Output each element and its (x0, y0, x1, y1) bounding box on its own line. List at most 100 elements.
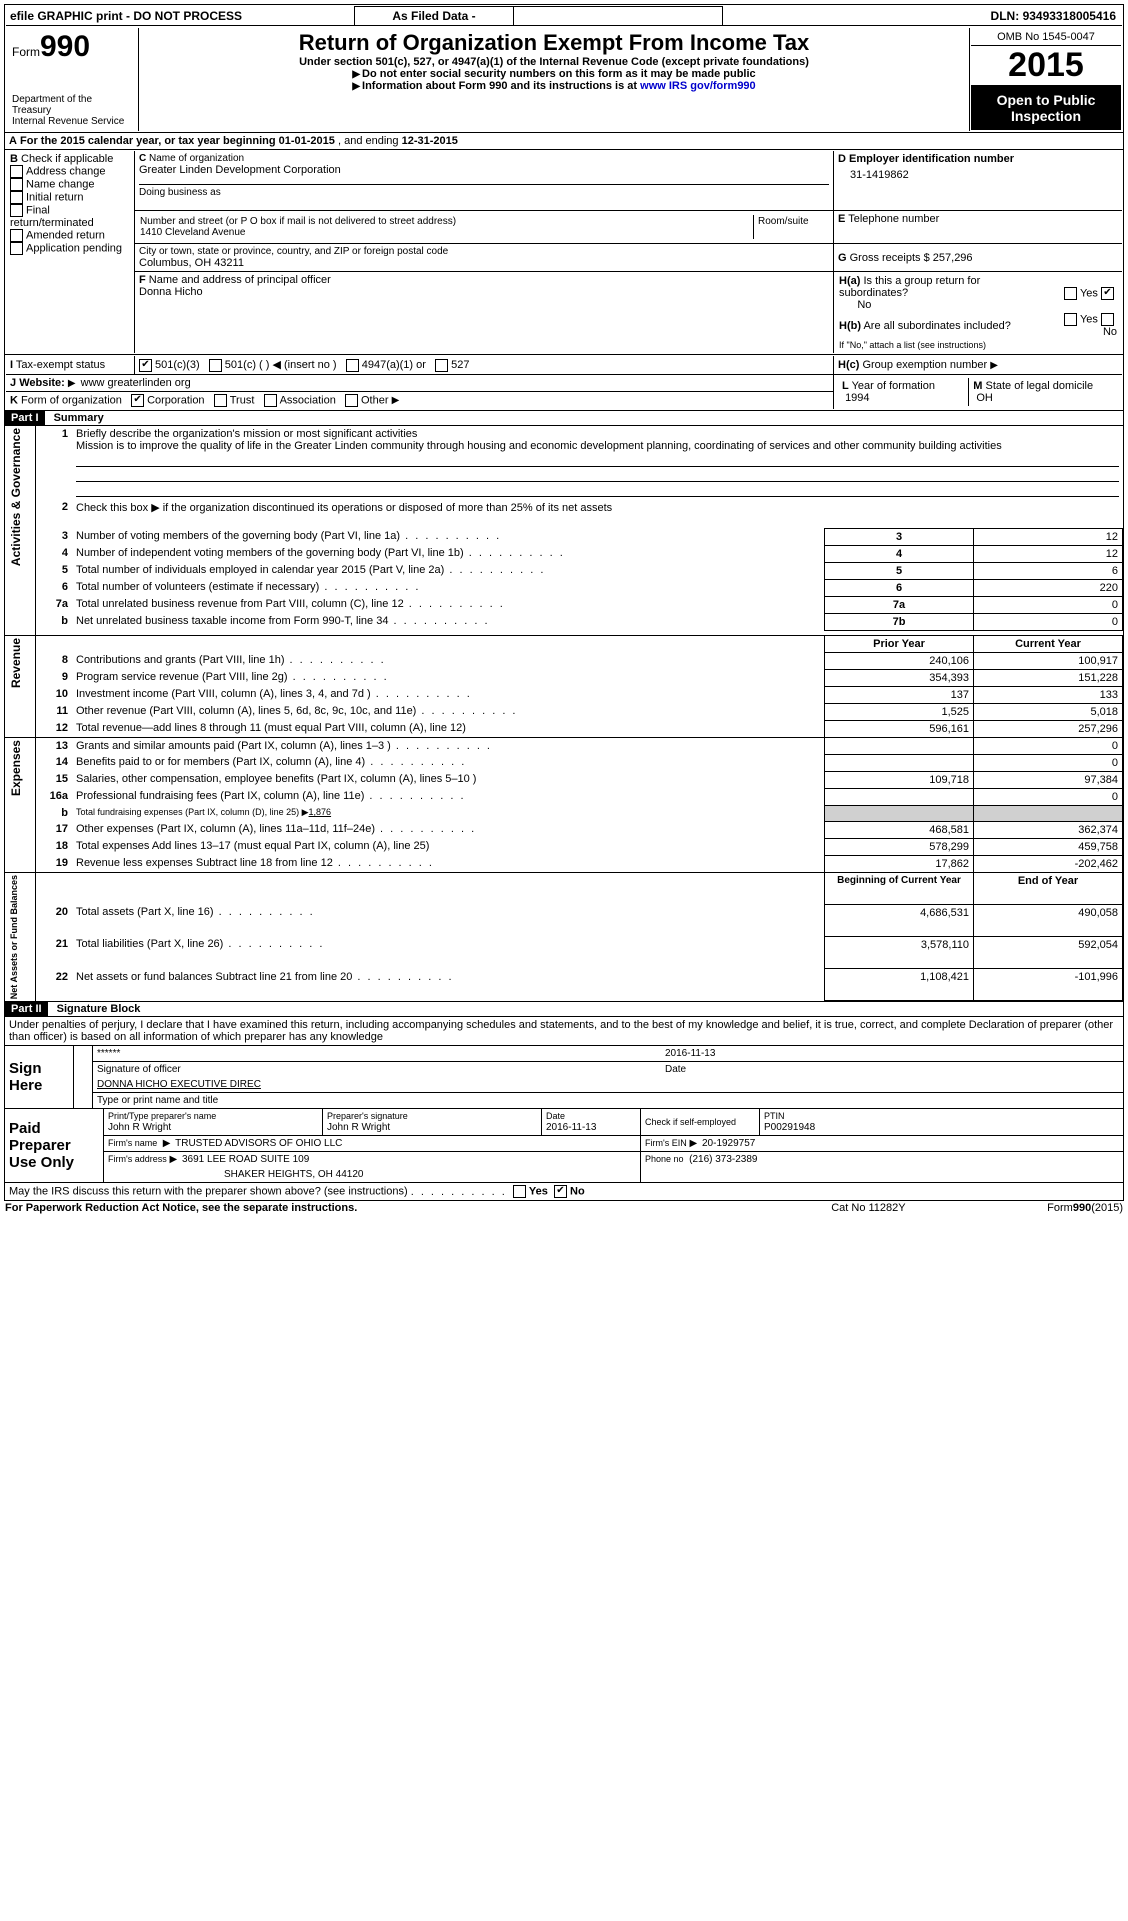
firm-city: SHAKER HEIGHTS, OH 44120 (104, 1167, 641, 1182)
col-current: Current Year (974, 635, 1123, 652)
ha-yes[interactable] (1064, 287, 1077, 300)
gov-row: bNet unrelated business taxable income f… (5, 613, 1123, 630)
l2-text: Check this box ▶ if the organization dis… (76, 502, 612, 514)
gov-row: 7aTotal unrelated business revenue from … (5, 596, 1123, 613)
b-check-item[interactable]: Initial return (10, 191, 130, 204)
col-end: End of Year (974, 872, 1123, 904)
line-a-text: For the 2015 calendar year, or tax year … (20, 135, 276, 147)
officer-name: Donna Hicho (139, 286, 829, 298)
perjury-declaration: Under penalties of perjury, I declare th… (5, 1017, 1123, 1045)
line-a-begin: 01-01-2015 (279, 135, 335, 147)
side-expenses: Expenses (9, 740, 23, 796)
exp-row: 14Benefits paid to or for members (Part … (5, 754, 1123, 771)
b-check-item[interactable]: Address change (10, 165, 130, 178)
street-value: 1410 Cleveland Avenue (140, 227, 245, 238)
firm-addr: 3691 LEE ROAD SUITE 109 (182, 1154, 309, 1165)
b-label: Check if applicable (21, 153, 113, 165)
gross-receipts: 257,296 (933, 252, 973, 264)
hb-yes[interactable] (1064, 313, 1077, 326)
sig-officer-label: Signature of officer (93, 1062, 662, 1078)
ha-no[interactable]: ✔ (1101, 287, 1114, 300)
rev-row: 8Contributions and grants (Part VIII, li… (5, 652, 1123, 669)
exp-row: 18Total expenses Add lines 13–17 (must e… (5, 838, 1123, 855)
k-corp[interactable]: ✔ (131, 394, 144, 407)
officer-typed: DONNA HICHO EXECUTIVE DIREC (93, 1077, 1124, 1093)
pra-notice: For Paperwork Reduction Act Notice, see … (5, 1202, 357, 1214)
arrow-icon (352, 80, 362, 92)
dba-label: Doing business as (139, 184, 829, 198)
open-inspection: Open to Public Inspection (971, 86, 1121, 130)
sig-stars: ****** (97, 1048, 120, 1059)
i-527[interactable] (435, 359, 448, 372)
net-row: 20Total assets (Part X, line 16)4,686,53… (5, 904, 1123, 936)
website: www greaterlinden org (81, 377, 191, 389)
room-label: Room/suite (754, 215, 830, 239)
gov-row: 6Total number of volunteers (estimate if… (5, 579, 1123, 596)
irs-link[interactable]: www IRS gov/form990 (640, 80, 756, 92)
city-value: Columbus, OH 43211 (139, 257, 829, 269)
b-check-item[interactable]: Application pending (10, 242, 130, 255)
part-i-bar: Part I (5, 411, 45, 425)
i-label: Tax-exempt status (16, 359, 105, 371)
part-i-title: Summary (48, 412, 104, 424)
col-begin: Beginning of Current Year (825, 872, 974, 904)
col-prior: Prior Year (825, 635, 974, 652)
dln-label: DLN: (991, 9, 1020, 23)
hb-no[interactable] (1101, 313, 1114, 326)
form-number: Form990 (12, 30, 132, 64)
ha-label: Is this a group return for subordinates? (839, 275, 980, 299)
discuss-yes[interactable] (513, 1185, 526, 1198)
d-label: Employer identification number (849, 153, 1014, 165)
may-discuss: May the IRS discuss this return with the… (9, 1186, 408, 1198)
b-check-item[interactable]: Amended return (10, 229, 130, 242)
hb-label: Are all subordinates included? (863, 320, 1010, 332)
k-trust[interactable] (214, 394, 227, 407)
dept-treasury: Department of the Treasury (12, 94, 132, 116)
b-check-item[interactable]: Name change (10, 178, 130, 191)
subtitle-3: Information about Form 990 and its instr… (362, 80, 637, 92)
k-other[interactable] (345, 394, 358, 407)
line-a-mid: , and ending (338, 135, 399, 147)
tax-year: 2015 (971, 46, 1121, 86)
l1-label: Briefly describe the organization's miss… (76, 428, 417, 440)
hc-label: Group exemption number (862, 359, 987, 371)
street-label: Number and street (or P O box if mail is… (140, 216, 456, 227)
firm-ein: 20-1929757 (702, 1138, 755, 1149)
as-filed-box: As Filed Data - (355, 7, 514, 26)
i-4947[interactable] (346, 359, 359, 372)
net-row: 22Net assets or fund balances Subtract l… (5, 969, 1123, 1001)
dln-value: 93493318005416 (1023, 9, 1116, 23)
exp-row: 16aProfessional fundraising fees (Part I… (5, 788, 1123, 805)
b-check-item[interactable]: Final return/terminated (10, 204, 130, 229)
k-assoc[interactable] (264, 394, 277, 407)
org-name: Greater Linden Development Corporation (139, 164, 829, 176)
cat-no: Cat No 11282Y (784, 1201, 952, 1215)
hb-note: If "No," attach a list (see instructions… (838, 339, 1118, 351)
part-ii-title: Signature Block (51, 1003, 141, 1015)
exp-row: 17Other expenses (Part IX, column (A), l… (5, 821, 1123, 838)
rev-row: 9Program service revenue (Part VIII, lin… (5, 669, 1123, 686)
gov-row: 4Number of independent voting members of… (5, 545, 1123, 562)
ptin: P00291948 (764, 1122, 815, 1133)
gov-row: 3Number of voting members of the governi… (5, 528, 1123, 545)
gov-row: 5Total number of individuals employed in… (5, 562, 1123, 579)
city-label: City or town, state or province, country… (139, 246, 829, 257)
side-net: Net Assets or Fund Balances (9, 875, 19, 999)
i-501c3[interactable]: ✔ (139, 359, 152, 372)
line-a-end: 12-31-2015 (402, 135, 458, 147)
sign-here: Sign Here (5, 1046, 74, 1109)
sig-date-label: Date (661, 1062, 1123, 1078)
e-label: Telephone number (848, 213, 939, 225)
efile-notice: efile GRAPHIC print - DO NOT PROCESS (6, 7, 355, 26)
mission-text: Mission is to improve the quality of lif… (76, 440, 1002, 452)
exp-row: bTotal fundraising expenses (Part IX, co… (5, 805, 1123, 821)
side-revenue: Revenue (9, 638, 23, 688)
firm-phone: (216) 373-2389 (689, 1154, 757, 1165)
arrow-icon (352, 68, 362, 80)
discuss-no[interactable]: ✔ (554, 1185, 567, 1198)
i-501c[interactable] (209, 359, 222, 372)
exp-row: 19Revenue less expenses Subtract line 18… (5, 855, 1123, 872)
part-ii-bar: Part II (5, 1002, 48, 1016)
preparer-sig: John R Wright (327, 1122, 390, 1133)
side-governance: Activities & Governance (9, 428, 23, 566)
